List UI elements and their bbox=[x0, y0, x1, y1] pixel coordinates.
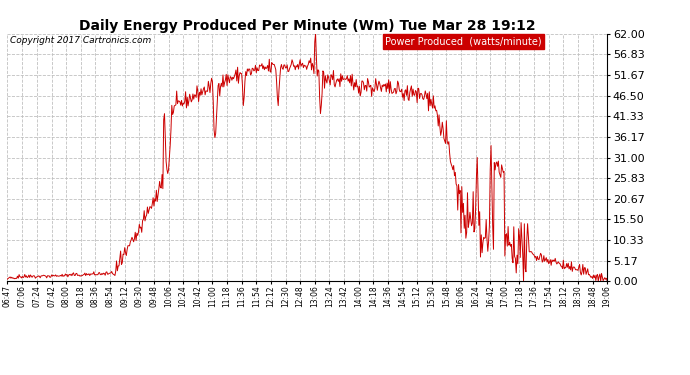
Text: Copyright 2017 Cartronics.com: Copyright 2017 Cartronics.com bbox=[10, 36, 151, 45]
Text: Power Produced  (watts/minute): Power Produced (watts/minute) bbox=[385, 36, 542, 46]
Title: Daily Energy Produced Per Minute (Wm) Tue Mar 28 19:12: Daily Energy Produced Per Minute (Wm) Tu… bbox=[79, 19, 535, 33]
